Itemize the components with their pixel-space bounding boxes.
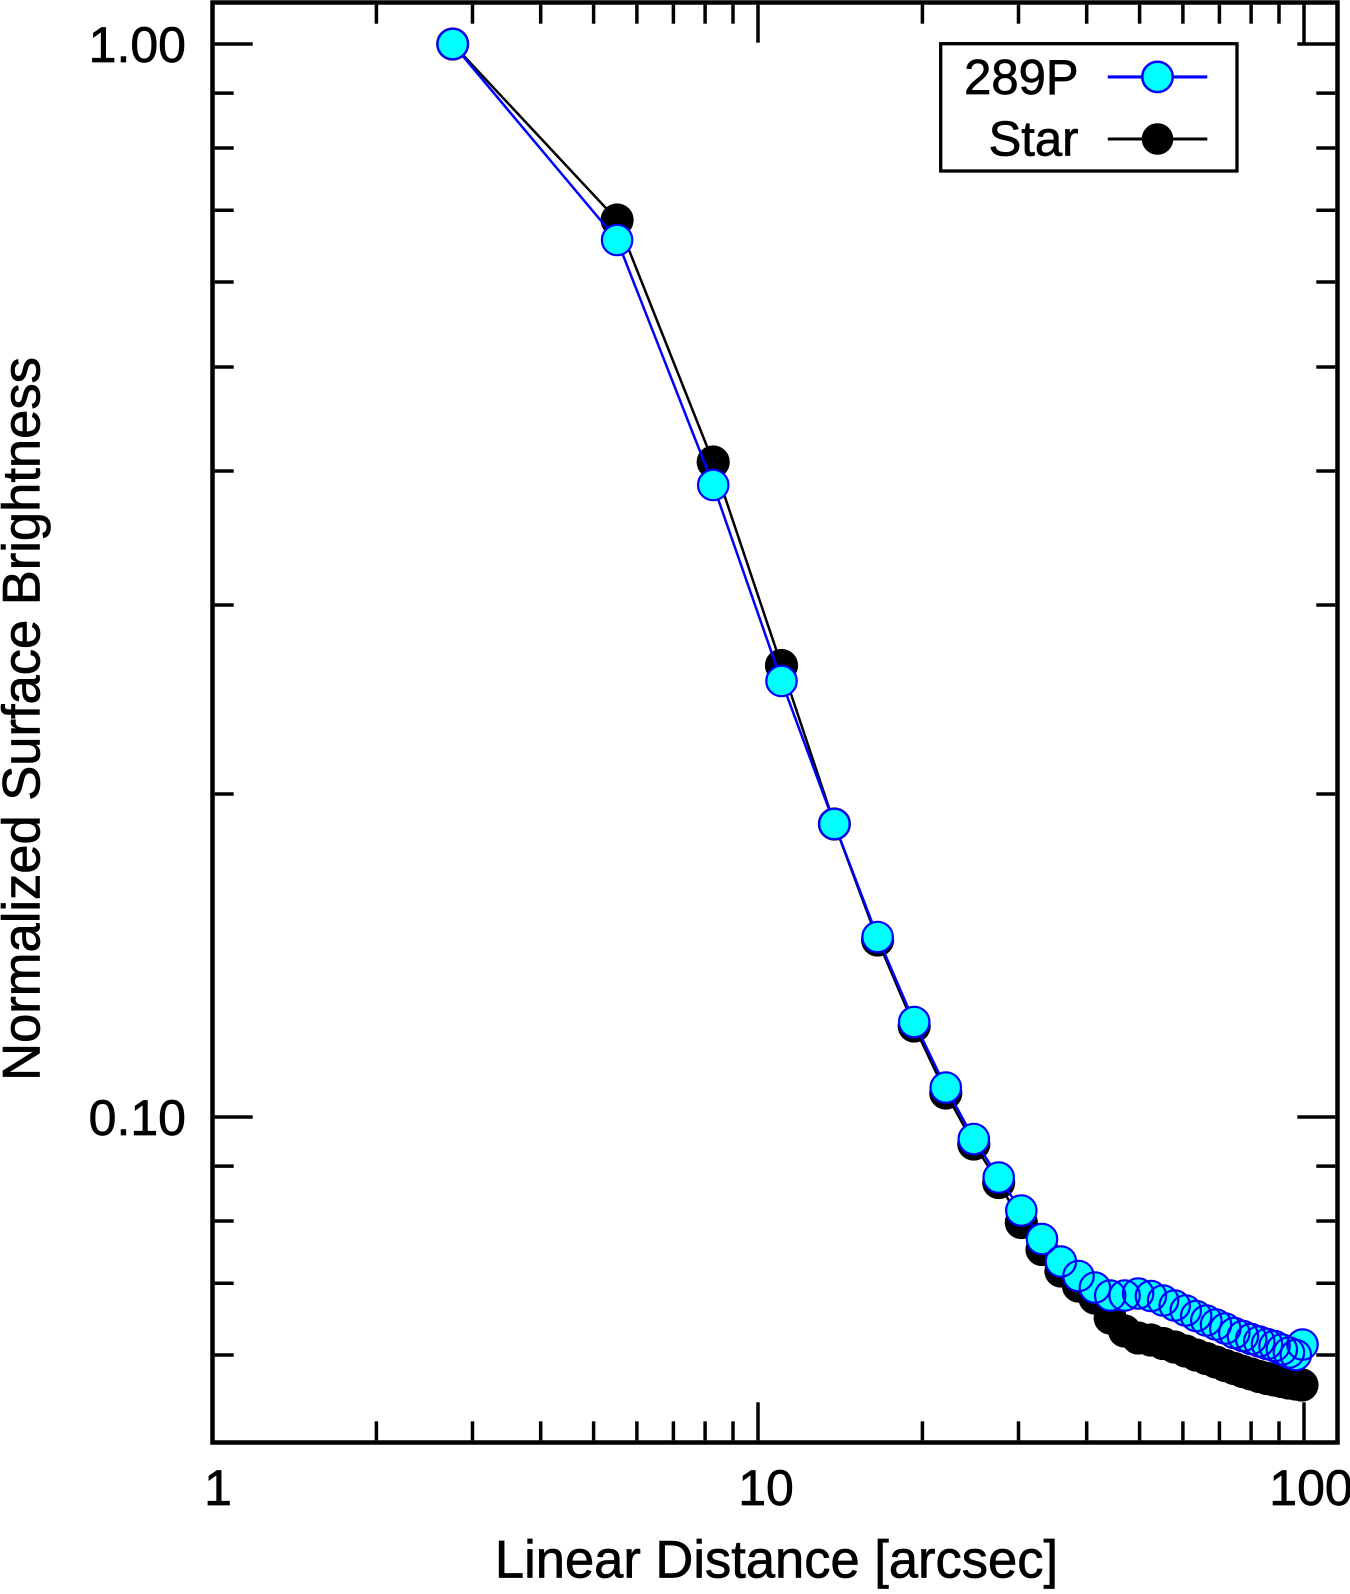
svg-text:1.00: 1.00 bbox=[89, 17, 186, 73]
svg-text:289P: 289P bbox=[964, 51, 1078, 105]
svg-text:100: 100 bbox=[1269, 1460, 1350, 1516]
svg-text:0.10: 0.10 bbox=[89, 1090, 186, 1146]
svg-text:10: 10 bbox=[738, 1460, 794, 1516]
svg-text:Star: Star bbox=[989, 113, 1079, 167]
svg-text:Normalized Surface Brightness: Normalized Surface Brightness bbox=[0, 357, 52, 1081]
svg-text:1: 1 bbox=[204, 1460, 232, 1516]
svg-text:Linear Distance [arcsec]: Linear Distance [arcsec] bbox=[495, 1531, 1058, 1590]
